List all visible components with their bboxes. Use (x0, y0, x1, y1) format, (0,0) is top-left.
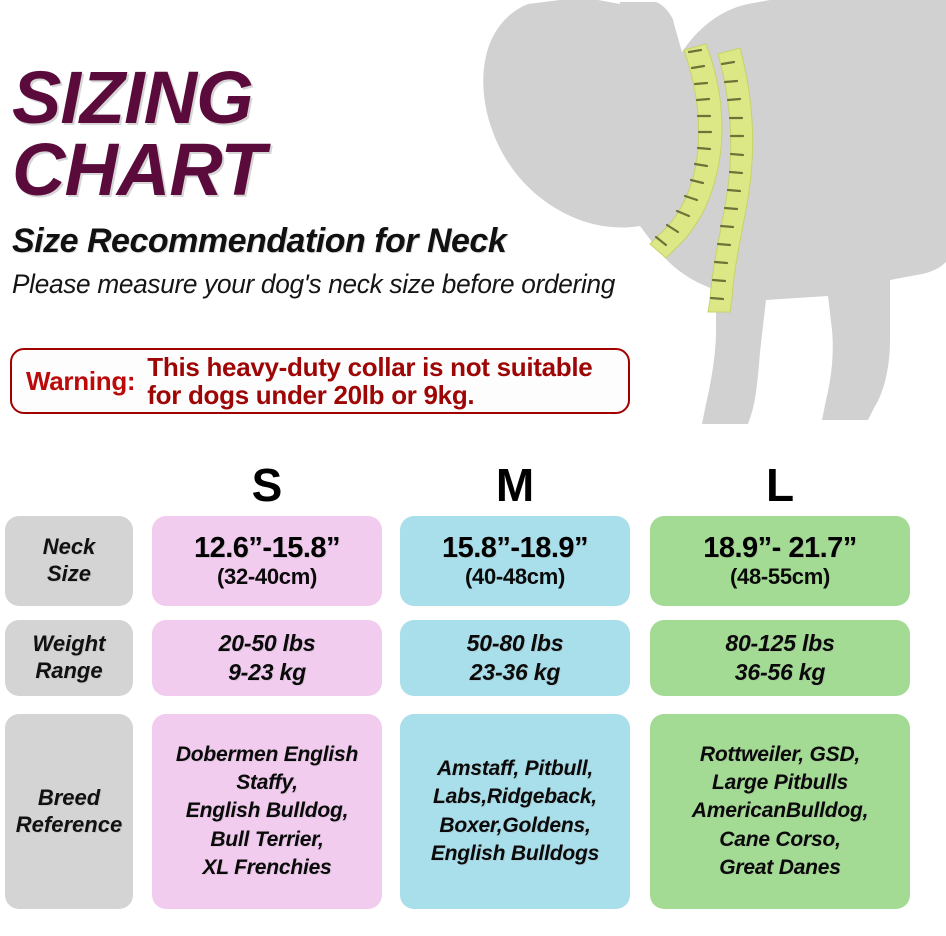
breed-l-line-5: Great Danes (719, 855, 841, 879)
sizing-table: Neck Size 12.6”-15.8” (32-40cm) 15.8”-18… (0, 516, 946, 909)
cell-neck-size-m: 15.8”-18.9” (40-48cm) (400, 516, 630, 606)
row-label-line-1: Neck (42, 534, 96, 560)
breed-l-line-1: Rottweiler, GSD, (699, 743, 861, 767)
weight-l-kg: 36-56 kg (734, 659, 826, 685)
breed-s-line-5: XL Frenchies (202, 855, 332, 879)
neck-size-m-inches: 15.8”-18.9” (441, 532, 589, 565)
table-row-weight-range: Weight Range 20-50 lbs 9-23 kg 50-80 lbs… (0, 620, 946, 696)
breed-m-line-3: Boxer,Goldens, (439, 813, 591, 837)
breed-l-line-3: AmericanBulldog, (691, 799, 869, 823)
row-label-line-1: Weight (32, 631, 106, 657)
warning-message: This heavy-duty collar is not suitable f… (147, 353, 592, 409)
title-line-2: CHART (12, 127, 266, 211)
neck-size-l-inches: 18.9”- 21.7” (703, 532, 857, 565)
neck-size-s-cm: (32-40cm) (216, 563, 318, 589)
row-label-breed-reference: Breed Reference (5, 714, 133, 909)
row-label-weight-range: Weight Range (5, 620, 133, 696)
weight-l-lbs: 80-125 lbs (725, 629, 835, 656)
row-label-line-2: Size (46, 561, 92, 586)
breed-s-line-1: Dobermen English (175, 743, 359, 767)
dog-ear-icon (656, 0, 680, 26)
cell-weight-range-s: 20-50 lbs 9-23 kg (152, 620, 382, 696)
warning-box: Warning: This heavy-duty collar is not s… (10, 348, 630, 414)
breed-s-line-2: Staffy, (236, 771, 298, 795)
row-label-line-2: Reference (15, 811, 123, 837)
warning-message-line-1: This heavy-duty collar is not suitable (147, 351, 593, 382)
size-header-l: L (765, 459, 795, 511)
neck-size-m-cm: (40-48cm) (464, 563, 566, 589)
size-header-m: M (495, 459, 535, 511)
breed-m-line-2: Labs,Ridgeback, (433, 785, 597, 809)
weight-s-lbs: 20-50 lbs (218, 629, 316, 656)
warning-message-line-2: for dogs under 20lb or 9kg. (147, 380, 475, 410)
breed-s-line-4: Bull Terrier, (210, 827, 324, 851)
neck-size-l-cm: (48-55cm) (729, 563, 831, 589)
weight-m-lbs: 50-80 lbs (466, 629, 564, 656)
row-label-neck-size: Neck Size (5, 516, 133, 606)
subtitle: Size Recommendation for Neck (12, 221, 507, 260)
cell-breed-reference-l: Rottweiler, GSD, Large Pitbulls American… (650, 714, 910, 909)
size-header-s: S (251, 459, 283, 511)
cell-breed-reference-m: Amstaff, Pitbull, Labs,Ridgeback, Boxer,… (400, 714, 630, 909)
breed-l-line-4: Cane Corso, (719, 827, 841, 851)
page-title: SIZING CHART (12, 56, 672, 211)
weight-s-kg: 9-23 kg (228, 659, 306, 685)
cell-neck-size-l: 18.9”- 21.7” (48-55cm) (650, 516, 910, 606)
title-line-1: SIZING (12, 56, 254, 139)
row-label-line-1: Breed (37, 784, 101, 810)
header-block: SIZING CHART Size Recommendation for Nec… (12, 56, 672, 300)
neck-size-s-inches: 12.6”-15.8” (193, 532, 341, 565)
instruction-text: Please measure your dog's neck size befo… (12, 268, 616, 299)
cell-weight-range-l: 80-125 lbs 36-56 kg (650, 620, 910, 696)
table-row-neck-size: Neck Size 12.6”-15.8” (32-40cm) 15.8”-18… (0, 516, 946, 606)
cell-breed-reference-s: Dobermen English Staffy, English Bulldog… (152, 714, 382, 909)
breed-s-line-3: English Bulldog, (185, 799, 349, 823)
table-row-breed-reference: Breed Reference Dobermen English Staffy,… (0, 714, 946, 909)
row-label-line-2: Range (35, 658, 103, 683)
breed-l-line-2: Large Pitbulls (711, 771, 849, 795)
breed-m-line-1: Amstaff, Pitbull, (436, 757, 594, 781)
warning-label: Warning: (26, 365, 136, 396)
cell-neck-size-s: 12.6”-15.8” (32-40cm) (152, 516, 382, 606)
breed-m-line-4: English Bulldogs (430, 841, 600, 865)
cell-weight-range-m: 50-80 lbs 23-36 kg (400, 620, 630, 696)
weight-m-kg: 23-36 kg (469, 659, 561, 685)
